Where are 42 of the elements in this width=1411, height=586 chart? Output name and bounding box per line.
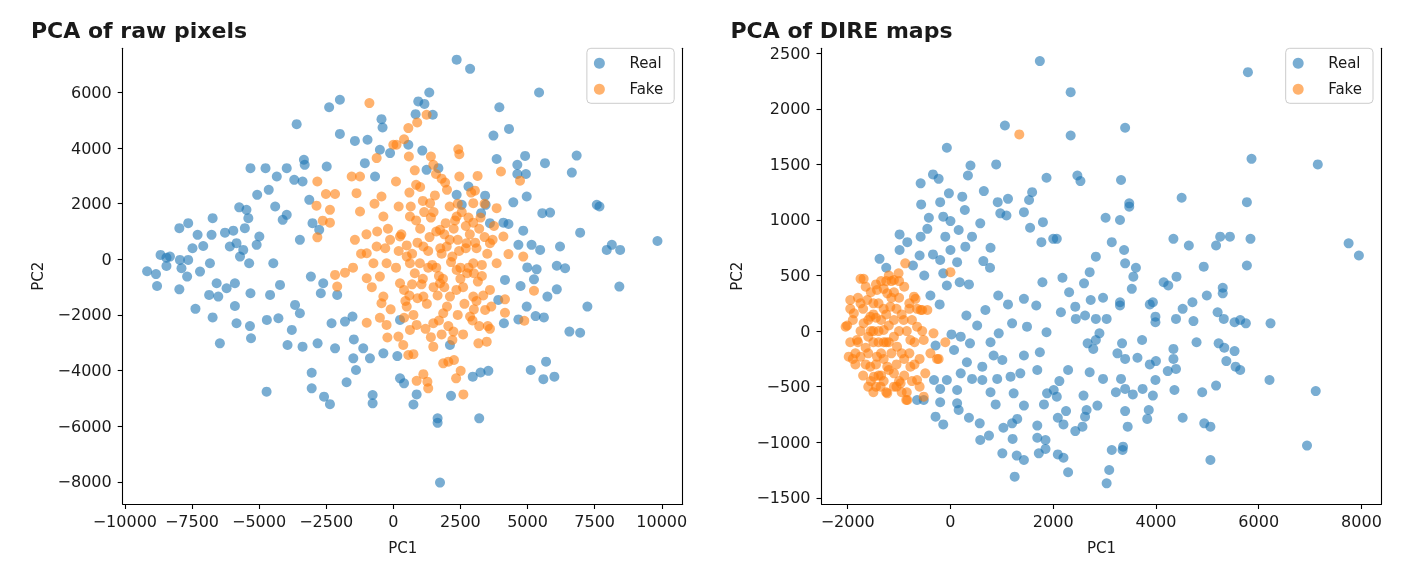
- x-tick-label: −7500: [164, 511, 220, 531]
- y-axis-title: PC2: [29, 261, 48, 291]
- x-tick-label: 2000: [1032, 511, 1074, 531]
- x-axis-title: PC1: [388, 538, 418, 557]
- y-tick-label: 6000: [70, 83, 112, 103]
- y-tick-label: 1500: [769, 154, 810, 174]
- y-tick-label: −6000: [57, 416, 112, 436]
- y-tick-label: −1000: [755, 432, 810, 452]
- x-axis-title: PC1: [1086, 538, 1116, 557]
- y-tick-label: 0: [101, 249, 112, 269]
- chart-title: PCA of DIRE maps: [730, 17, 952, 43]
- y-axis-title: PC2: [727, 261, 746, 291]
- x-tick-label: 5000: [507, 511, 548, 531]
- legend-label: Fake: [1327, 80, 1362, 99]
- x-tick-label: −5000: [232, 511, 287, 531]
- x-tick-label: −10000: [92, 511, 157, 531]
- x-tick-label: 10000: [636, 511, 688, 531]
- legend-label: Real: [1327, 54, 1361, 73]
- x-tick-label: 7500: [574, 511, 616, 531]
- y-tick-label: −1500: [755, 488, 810, 508]
- x-tick-label: −2000: [820, 511, 875, 531]
- x-tick-label: 6000: [1237, 511, 1279, 531]
- chart-title: PCA of raw pixels: [31, 17, 248, 43]
- y-tick-label: 2500: [769, 43, 810, 63]
- y-tick-label: −500: [766, 377, 810, 397]
- y-tick-label: 2000: [769, 99, 810, 119]
- y-tick-label: 2000: [70, 194, 112, 214]
- x-tick-label: 0: [388, 511, 399, 531]
- x-tick-label: 0: [944, 511, 956, 531]
- x-tick-label: 4000: [1135, 511, 1176, 531]
- y-tick-label: 0: [799, 321, 810, 341]
- x-tick-label: 2500: [440, 511, 481, 531]
- y-tick-label: −8000: [57, 472, 112, 492]
- y-tick-label: −4000: [57, 361, 112, 381]
- y-tick-label: −2000: [57, 305, 112, 325]
- y-tick-label: 500: [779, 266, 810, 286]
- y-tick-label: 1000: [769, 210, 810, 230]
- y-tick-label: 4000: [70, 138, 112, 158]
- legend-label: Real: [629, 54, 662, 73]
- legend-label: Fake: [629, 80, 664, 99]
- x-tick-label: 8000: [1340, 511, 1382, 531]
- x-tick-label: −2500: [299, 511, 354, 531]
